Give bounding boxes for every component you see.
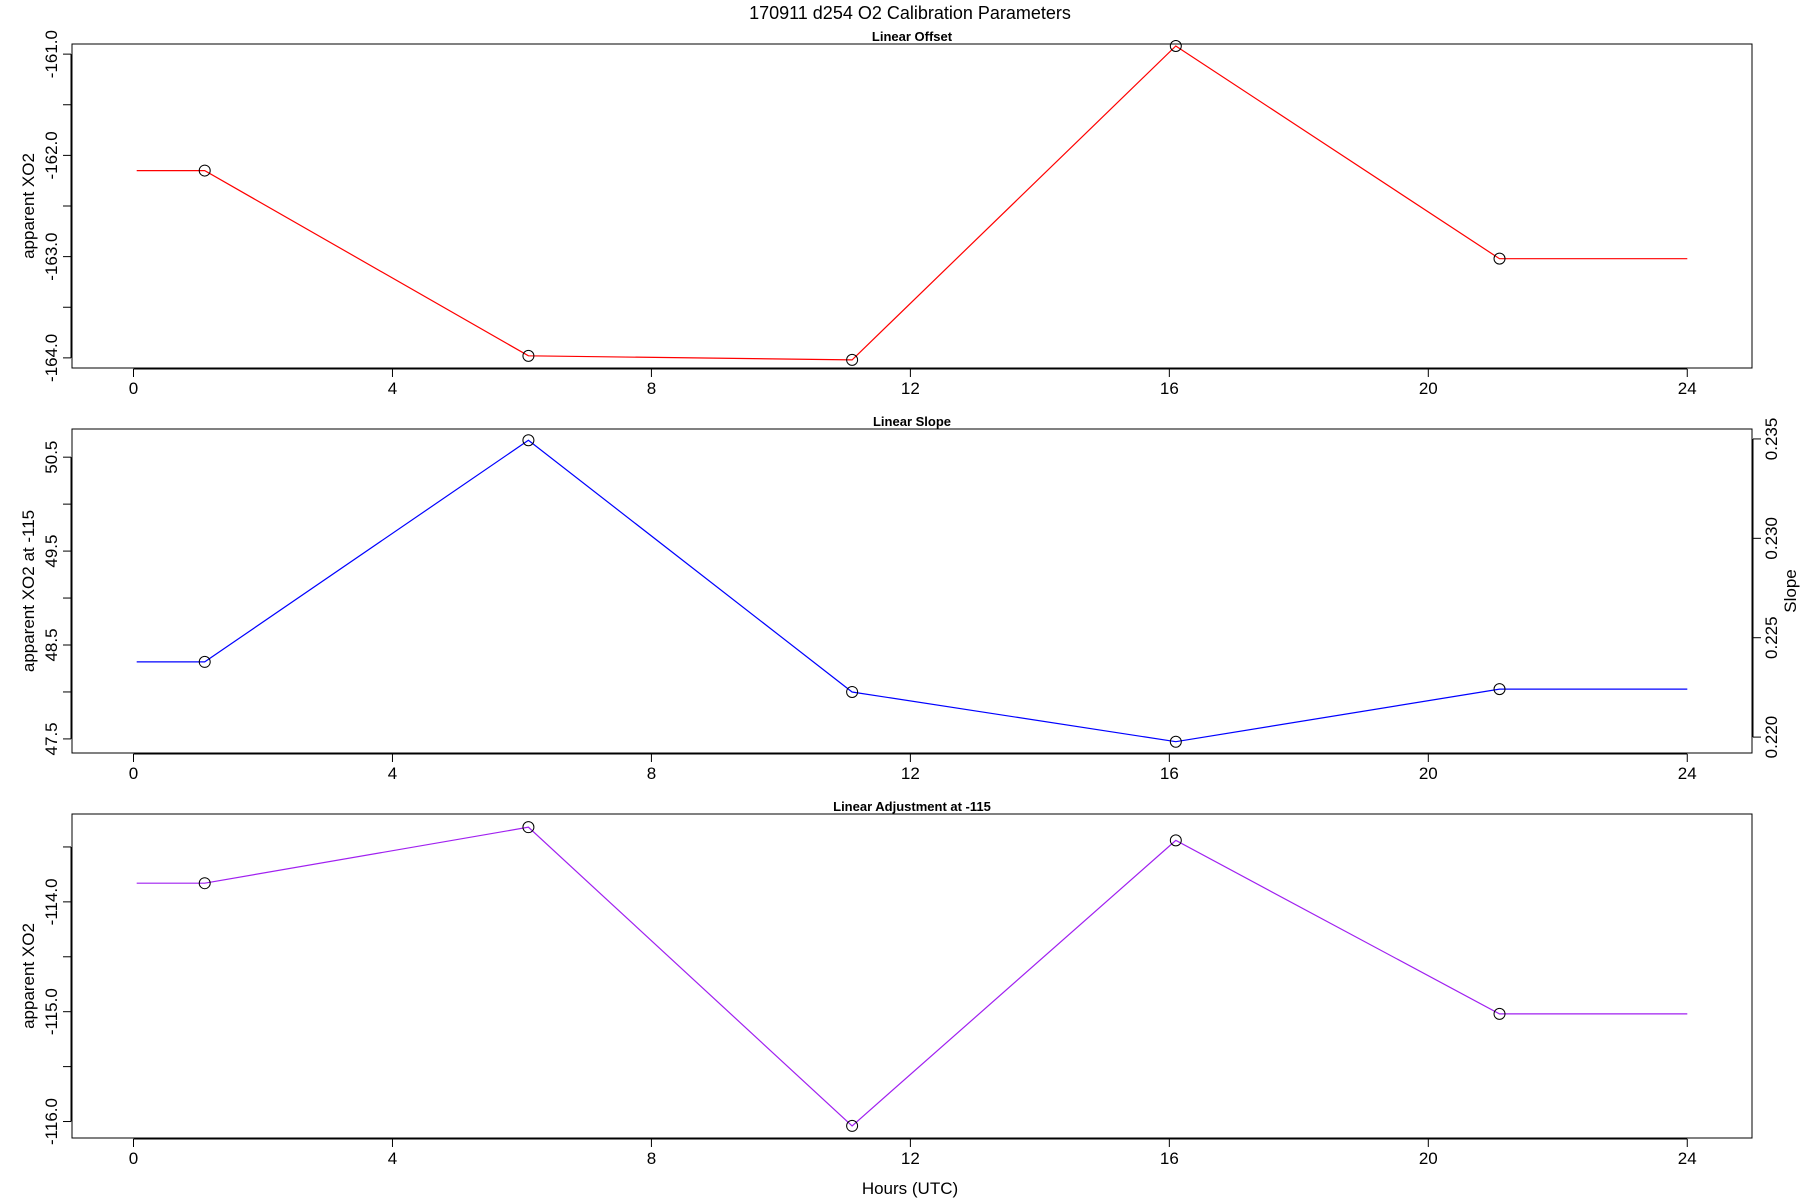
data-point xyxy=(1493,252,1506,265)
x-tick-label: 0 xyxy=(129,764,138,783)
x-tick-label: 0 xyxy=(129,1149,138,1168)
x-tick-label: 12 xyxy=(901,764,920,783)
y-tick-label: -115.0 xyxy=(42,988,61,1035)
x-tick-label: 4 xyxy=(388,764,397,783)
y-tick-label: -114.0 xyxy=(42,878,61,925)
chart-panel-1: Linear Offset 0 4 8 12 16 20 24 -164.0 -163.0 -162… xyxy=(19,29,1753,398)
x-tick-label: 16 xyxy=(1160,379,1179,398)
chart-panel-2: Linear Slope 0 4 8 12 16 20 24 47.5 48.5 49.5 50.5 a… xyxy=(19,414,1800,783)
x-axis-label: Hours (UTC) xyxy=(862,1179,958,1198)
series-line xyxy=(136,45,1688,361)
y-axis-label: apparent XO2 at -115 xyxy=(19,510,38,672)
series-line xyxy=(136,826,1688,1127)
x-tick-label: 20 xyxy=(1419,1149,1438,1168)
y2-tick-label: 0.230 xyxy=(1762,517,1781,560)
y2-axis-label: Slope xyxy=(1781,569,1800,612)
data-point xyxy=(1169,735,1182,748)
plot-frame xyxy=(71,813,1753,1139)
x-tick-label: 8 xyxy=(647,764,656,783)
y-tick-label: 47.5 xyxy=(42,722,61,755)
data-point xyxy=(522,434,535,447)
y-tick-label: -163.0 xyxy=(42,233,61,281)
figure-title: 170911 d254 O2 Calibration Parameters xyxy=(749,3,1071,23)
x-tick-label: 20 xyxy=(1419,379,1438,398)
x-tick-label: 12 xyxy=(901,379,920,398)
data-point xyxy=(522,349,535,362)
x-tick-label: 8 xyxy=(647,1149,656,1168)
data-point xyxy=(1169,40,1182,53)
x-tick-label: 24 xyxy=(1678,1149,1697,1168)
y-tick-label: -162.0 xyxy=(42,131,61,179)
y-tick-label: 49.5 xyxy=(42,535,61,568)
data-point xyxy=(846,1119,859,1132)
x-tick-label: 8 xyxy=(647,379,656,398)
y-tick-label: -161.0 xyxy=(42,30,61,78)
panel-title: Linear Adjustment at -115 xyxy=(833,799,991,814)
panels: Linear Offset 0 4 8 12 16 20 24 -164.0 -163.0 -162… xyxy=(19,29,1800,1168)
x-tick-label: 12 xyxy=(901,1149,920,1168)
x-tick-label: 0 xyxy=(129,379,138,398)
x-tick-label: 4 xyxy=(388,1149,397,1168)
data-point xyxy=(846,353,859,366)
data-point xyxy=(846,685,859,698)
series-line xyxy=(136,439,1688,743)
x-tick-label: 16 xyxy=(1160,1149,1179,1168)
y2-tick-label: 0.220 xyxy=(1762,716,1781,759)
plot-frame xyxy=(71,43,1753,369)
y-tick-label: 48.5 xyxy=(42,628,61,661)
y-tick-label: -164.0 xyxy=(42,334,61,382)
x-tick-label: 4 xyxy=(388,379,397,398)
x-tick-label: 20 xyxy=(1419,764,1438,783)
y-axis-label: apparent XO2 xyxy=(19,153,38,259)
y2-tick-label: 0.235 xyxy=(1762,418,1781,461)
chart-panel-3: Linear Adjustment at -115 0 4 8 12 16 20 24 -116… xyxy=(19,799,1753,1168)
panel-title: Linear Slope xyxy=(873,414,951,429)
y-axis-label: apparent XO2 xyxy=(19,923,38,1029)
data-point xyxy=(1169,834,1182,847)
y2-tick-label: 0.225 xyxy=(1762,616,1781,659)
y-tick-label: 50.5 xyxy=(42,441,61,474)
x-tick-label: 16 xyxy=(1160,764,1179,783)
data-point xyxy=(1493,1007,1506,1020)
panel-title: Linear Offset xyxy=(872,29,953,44)
plot-frame xyxy=(71,428,1753,754)
data-point xyxy=(198,655,211,668)
x-tick-label: 24 xyxy=(1678,764,1697,783)
y-tick-label: -116.0 xyxy=(42,1098,61,1145)
data-point xyxy=(1493,683,1506,696)
data-point xyxy=(198,877,211,890)
x-tick-label: 24 xyxy=(1678,379,1697,398)
data-point xyxy=(198,164,211,177)
data-point xyxy=(522,821,535,834)
